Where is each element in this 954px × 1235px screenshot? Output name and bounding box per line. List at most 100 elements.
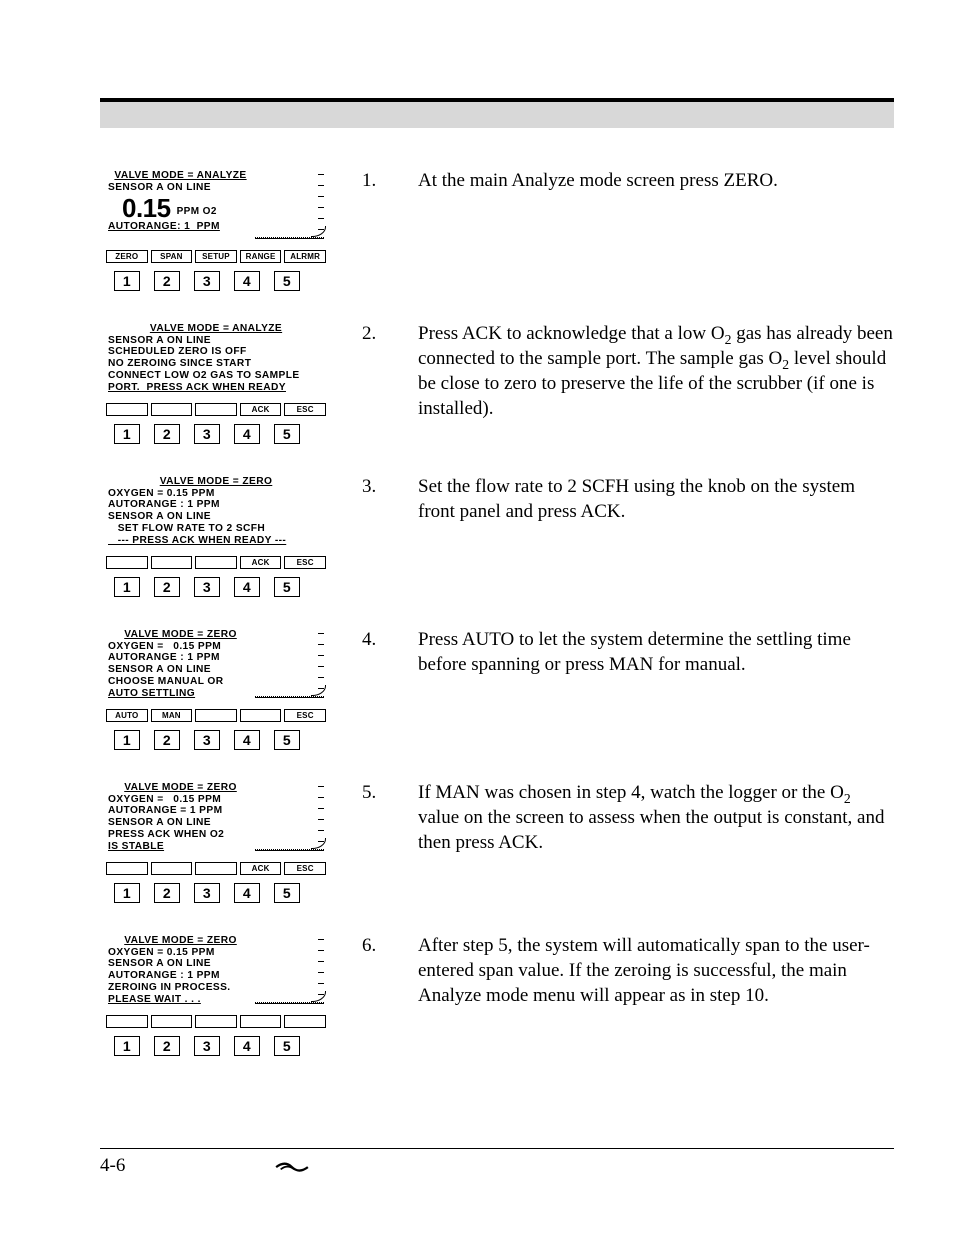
hardkey-1[interactable]: 1 <box>114 883 140 903</box>
lcd-panel-column: VALVE MODE = ZEROOXYGEN = 0.15 PPMSENSOR… <box>100 933 360 1056</box>
hardkey-3[interactable]: 3 <box>194 883 220 903</box>
softkey-row: ACKESC <box>106 862 326 875</box>
hardkey-1[interactable]: 1 <box>114 424 140 444</box>
lcd-title: VALVE MODE = ZERO <box>108 476 324 488</box>
hardkey-2[interactable]: 2 <box>154 883 180 903</box>
lcd-text-area: VALVE MODE = ZEROOXYGEN = 0.15 PPMAUTORA… <box>108 629 253 707</box>
softkey-ack[interactable]: ACK <box>240 403 282 416</box>
lcd-line: SCHEDULED ZERO IS OFF <box>108 346 324 358</box>
lcd-line: AUTORANGE = 1 PPM <box>108 805 253 817</box>
lcd-text-area: VALVE MODE = ANALYZESENSOR A ON LINE0.15… <box>108 170 253 248</box>
softkey-auto[interactable]: AUTO <box>106 709 148 722</box>
hardkey-1[interactable]: 1 <box>114 271 140 291</box>
lcd-line: CONNECT LOW O2 GAS TO SAMPLE <box>108 370 324 382</box>
softkey-range[interactable]: RANGE <box>240 250 282 263</box>
hardkey-5[interactable]: 5 <box>274 271 300 291</box>
lcd-text-area: VALVE MODE = ANALYZESENSOR A ON LINESCHE… <box>108 323 324 393</box>
softkey-blank <box>240 709 282 722</box>
softkey-row: ZEROSPANSETUPRANGEALRMR <box>106 250 326 263</box>
chart-curve <box>255 690 324 698</box>
softkey-alrmr[interactable]: ALRMR <box>284 250 326 263</box>
hardkey-4[interactable]: 4 <box>234 577 260 597</box>
instruction-text: 5.If MAN was chosen in step 4, watch the… <box>360 780 894 855</box>
lcd-trend-chart <box>253 782 324 860</box>
step-body: Press AUTO to let the system determine t… <box>418 629 851 675</box>
step-body: If MAN was chosen in step 4, watch the l… <box>418 782 884 853</box>
hardkey-2[interactable]: 2 <box>154 730 180 750</box>
hardkey-1[interactable]: 1 <box>114 1036 140 1056</box>
lcd-panel-column: VALVE MODE = ANALYZESENSOR A ON LINE0.15… <box>100 168 360 291</box>
chart-tick <box>318 786 324 787</box>
hardkey-4[interactable]: 4 <box>234 883 260 903</box>
step-number: 3. <box>390 474 418 499</box>
chart-tick <box>318 196 324 197</box>
hardkey-row: 12345 <box>114 577 326 597</box>
chart-tick <box>318 207 324 208</box>
chart-tick <box>318 644 324 645</box>
softkey-esc[interactable]: ESC <box>284 556 326 569</box>
lcd-trend-chart <box>253 170 324 248</box>
hardkey-2[interactable]: 2 <box>154 577 180 597</box>
hardkey-5[interactable]: 5 <box>274 577 300 597</box>
softkey-blank <box>195 556 237 569</box>
softkey-blank <box>106 403 148 416</box>
softkey-blank <box>195 403 237 416</box>
softkey-esc[interactable]: ESC <box>284 862 326 875</box>
lcd-panel: VALVE MODE = ZEROOXYGEN = 0.15 PPMAUTORA… <box>106 627 326 750</box>
instruction-text: 6.After step 5, the system will automati… <box>360 933 894 1008</box>
lcd-panel-column: VALVE MODE = ZEROOXYGEN = 0.15 PPMAUTORA… <box>100 627 360 750</box>
hardkey-5[interactable]: 5 <box>274 883 300 903</box>
chart-tick <box>318 633 324 634</box>
hardkey-5[interactable]: 5 <box>274 424 300 444</box>
softkey-zero[interactable]: ZERO <box>106 250 148 263</box>
softkey-ack[interactable]: ACK <box>240 862 282 875</box>
chart-tick <box>318 808 324 809</box>
hardkey-4[interactable]: 4 <box>234 271 260 291</box>
hardkey-4[interactable]: 4 <box>234 424 260 444</box>
softkey-esc[interactable]: ESC <box>284 709 326 722</box>
hardkey-1[interactable]: 1 <box>114 730 140 750</box>
hardkey-4[interactable]: 4 <box>234 730 260 750</box>
hardkey-3[interactable]: 3 <box>194 730 220 750</box>
hardkey-row: 12345 <box>114 271 326 291</box>
hardkey-3[interactable]: 3 <box>194 1036 220 1056</box>
step-number: 5. <box>390 780 418 805</box>
hardkey-2[interactable]: 2 <box>154 1036 180 1056</box>
hardkey-4[interactable]: 4 <box>234 1036 260 1056</box>
lcd-line: IS STABLE <box>108 841 253 853</box>
step-body: Set the flow rate to 2 SCFH using the kn… <box>418 476 855 522</box>
step-row: VALVE MODE = ZEROOXYGEN = 0.15 PPMAUTORA… <box>100 627 894 750</box>
lcd-line: SENSOR A ON LINE <box>108 182 253 194</box>
hardkey-5[interactable]: 5 <box>274 730 300 750</box>
step-row: VALVE MODE = ZEROOXYGEN = 0.15 PPMSENSOR… <box>100 933 894 1056</box>
chart-tick <box>318 655 324 656</box>
softkey-blank <box>151 403 193 416</box>
lcd-line: AUTO SETTLING <box>108 688 253 700</box>
instruction-paragraph: 6.After step 5, the system will automati… <box>390 933 894 1008</box>
softkey-setup[interactable]: SETUP <box>195 250 237 263</box>
softkey-man[interactable]: MAN <box>151 709 193 722</box>
lcd-panel-column: VALVE MODE = ANALYZESENSOR A ON LINESCHE… <box>100 321 360 444</box>
hardkey-2[interactable]: 2 <box>154 424 180 444</box>
hardkey-1[interactable]: 1 <box>114 577 140 597</box>
publisher-logo-icon <box>275 1158 309 1174</box>
step-row: VALVE MODE = ANALYZESENSOR A ON LINESCHE… <box>100 321 894 444</box>
instruction-text: 4.Press AUTO to let the system determine… <box>360 627 894 677</box>
step-row: VALVE MODE = ZEROOXYGEN = 0.15 PPMAUTORA… <box>100 474 894 597</box>
lcd-reading-unit: PPM O2 <box>177 206 217 218</box>
hardkey-2[interactable]: 2 <box>154 271 180 291</box>
softkey-blank <box>284 1015 326 1028</box>
hardkey-3[interactable]: 3 <box>194 424 220 444</box>
lcd-title: VALVE MODE = ANALYZE <box>108 323 324 335</box>
softkey-blank <box>106 862 148 875</box>
softkey-ack[interactable]: ACK <box>240 556 282 569</box>
softkey-span[interactable]: SPAN <box>151 250 193 263</box>
softkey-esc[interactable]: ESC <box>284 403 326 416</box>
step-body: After step 5, the system will automatica… <box>418 935 870 1006</box>
hardkey-3[interactable]: 3 <box>194 271 220 291</box>
softkey-blank <box>106 556 148 569</box>
hardkey-5[interactable]: 5 <box>274 1036 300 1056</box>
lcd-screen: VALVE MODE = ZEROOXYGEN = 0.15 PPMSENSOR… <box>106 933 326 1013</box>
lcd-screen: VALVE MODE = ANALYZESENSOR A ON LINESCHE… <box>106 321 326 401</box>
hardkey-3[interactable]: 3 <box>194 577 220 597</box>
